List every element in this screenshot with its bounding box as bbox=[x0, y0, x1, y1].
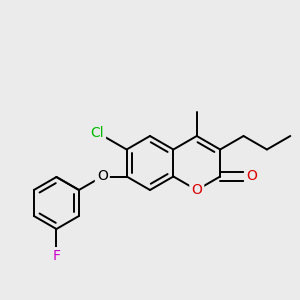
Text: O: O bbox=[191, 183, 202, 197]
Text: O: O bbox=[246, 169, 257, 184]
Text: O: O bbox=[97, 169, 108, 184]
Text: F: F bbox=[52, 249, 60, 263]
Text: Cl: Cl bbox=[90, 126, 104, 140]
